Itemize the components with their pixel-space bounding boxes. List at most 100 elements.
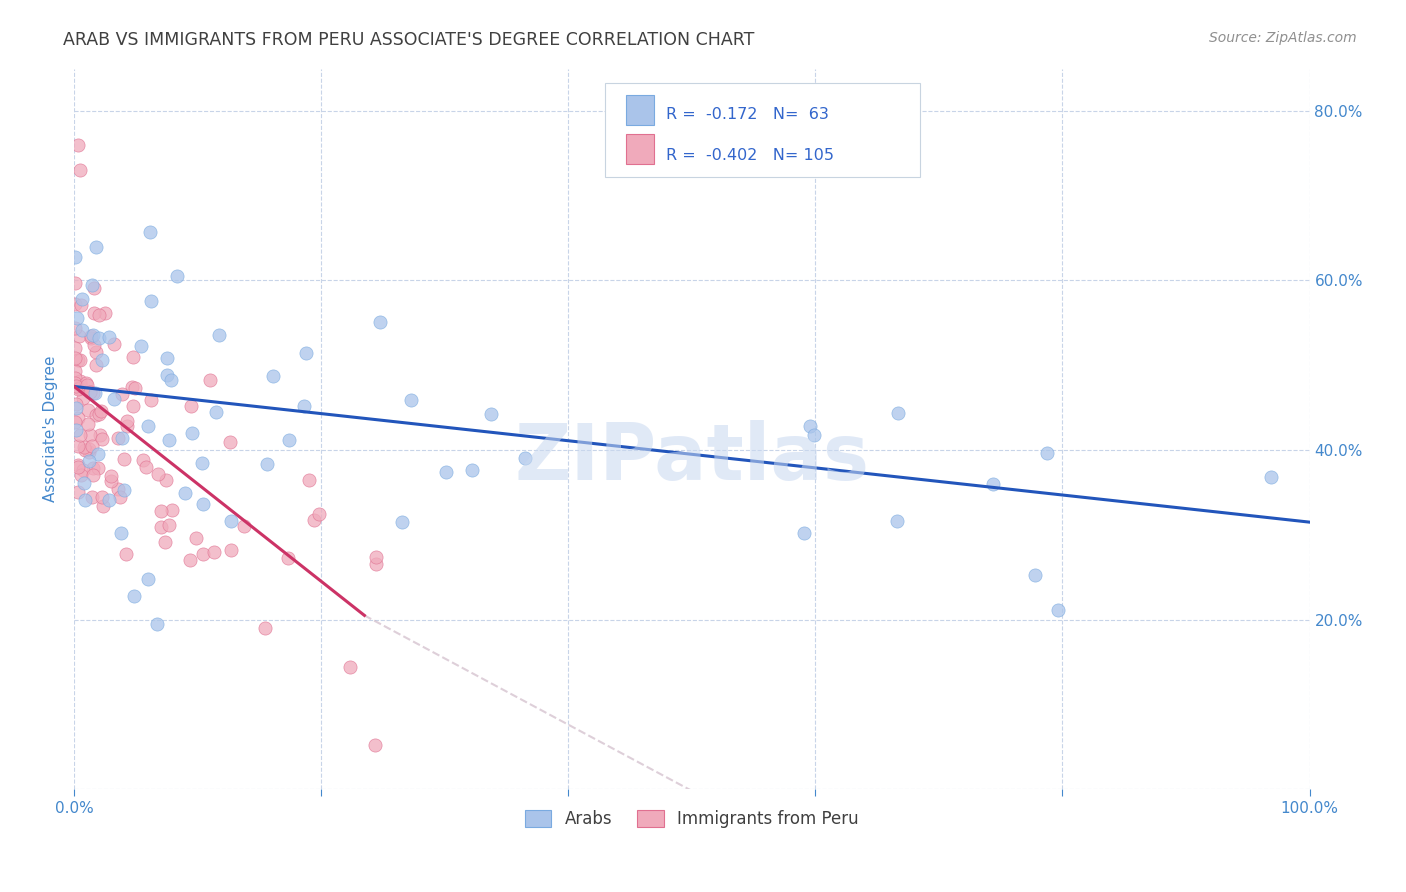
- Point: [150, 520, 173, 534]
- Point: [308, 508, 330, 522]
- Point: [82, 328, 104, 343]
- Point: [364, 549, 387, 564]
- Point: [94, 306, 117, 320]
- Point: [124, 381, 146, 395]
- Point: [233, 519, 256, 533]
- Point: [191, 456, 214, 470]
- Point: [110, 525, 132, 540]
- Point: [91, 490, 114, 504]
- Point: [115, 414, 138, 428]
- Point: [79, 428, 101, 442]
- Point: [461, 462, 484, 476]
- Point: [98, 330, 121, 344]
- Point: [65, 416, 87, 430]
- Point: [792, 525, 814, 540]
- Text: R =  -0.402   N= 105: R = -0.402 N= 105: [666, 148, 834, 163]
- Point: [70, 467, 93, 482]
- Point: [65, 371, 87, 385]
- Point: [479, 407, 502, 421]
- Point: [302, 513, 325, 527]
- Point: [65, 341, 87, 355]
- Point: [73, 476, 96, 491]
- Point: [73, 440, 96, 454]
- Point: [80, 490, 103, 504]
- Point: [65, 321, 87, 335]
- Point: [83, 338, 105, 352]
- Point: [1024, 568, 1046, 582]
- Point: [79, 384, 101, 399]
- Point: [139, 393, 162, 408]
- FancyBboxPatch shape: [626, 134, 654, 164]
- Point: [391, 516, 413, 530]
- Point: [221, 515, 243, 529]
- Point: [1047, 603, 1070, 617]
- Point: [72, 392, 94, 406]
- Point: [174, 485, 197, 500]
- Text: R =  -0.172   N=  63: R = -0.172 N= 63: [666, 107, 828, 121]
- Point: [364, 738, 387, 752]
- Point: [887, 406, 910, 420]
- Point: [121, 399, 143, 413]
- Point: [122, 589, 145, 603]
- Point: [67, 381, 90, 395]
- Point: [277, 433, 299, 447]
- Text: ARAB VS IMMIGRANTS FROM PERU ASSOCIATE'S DEGREE CORRELATION CHART: ARAB VS IMMIGRANTS FROM PERU ASSOCIATE'S…: [63, 31, 755, 49]
- Point: [65, 351, 87, 365]
- Point: [139, 293, 162, 308]
- Point: [67, 382, 90, 396]
- Point: [114, 547, 136, 561]
- Point: [73, 492, 96, 507]
- Point: [65, 423, 87, 437]
- Point: [80, 331, 103, 345]
- Point: [84, 358, 107, 372]
- Point: [69, 374, 91, 388]
- Point: [153, 534, 176, 549]
- Point: [156, 368, 179, 383]
- Point: [86, 345, 108, 359]
- Point: [253, 621, 276, 635]
- Point: [79, 444, 101, 458]
- Point: [205, 405, 228, 419]
- Point: [65, 401, 87, 416]
- Point: [150, 504, 173, 518]
- Point: [292, 400, 315, 414]
- Point: [136, 419, 159, 434]
- Point: [117, 418, 139, 433]
- Point: [219, 543, 242, 558]
- Point: [77, 403, 100, 417]
- Point: [103, 392, 125, 407]
- Point: [434, 465, 457, 479]
- Point: [65, 396, 87, 410]
- Point: [110, 490, 132, 504]
- Point: [87, 447, 110, 461]
- Point: [295, 346, 318, 360]
- Point: [191, 497, 214, 511]
- Point: [98, 493, 121, 508]
- Point: [981, 477, 1004, 491]
- Point: [107, 431, 129, 445]
- Point: [70, 292, 93, 306]
- Point: [146, 467, 169, 482]
- Point: [77, 442, 100, 456]
- Point: [138, 225, 160, 239]
- Point: [132, 453, 155, 467]
- Point: [156, 351, 179, 366]
- Point: [155, 473, 177, 487]
- Point: [84, 240, 107, 254]
- Point: [136, 572, 159, 586]
- Y-axis label: Associate's Degree: Associate's Degree: [44, 356, 58, 502]
- Point: [69, 428, 91, 442]
- Point: [82, 386, 104, 401]
- Point: [121, 380, 143, 394]
- Point: [84, 385, 107, 400]
- FancyBboxPatch shape: [606, 83, 921, 177]
- Point: [66, 137, 89, 152]
- Point: [65, 364, 87, 378]
- Point: [91, 352, 114, 367]
- Point: [799, 419, 821, 434]
- Point: [80, 277, 103, 292]
- Point: [179, 552, 201, 566]
- Point: [67, 484, 90, 499]
- Point: [122, 350, 145, 364]
- Point: [70, 323, 93, 337]
